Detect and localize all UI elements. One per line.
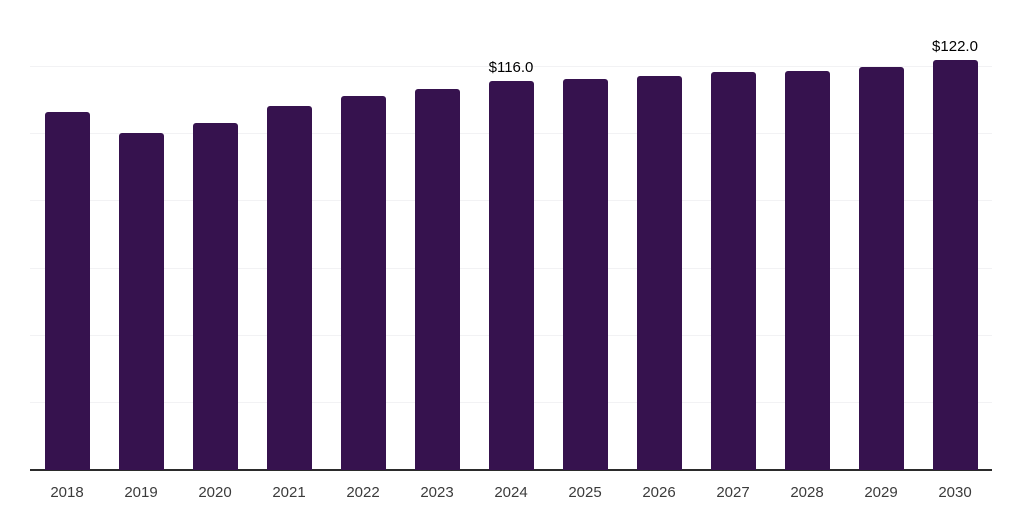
bar-2022 (340, 95, 386, 470)
gridline (30, 66, 992, 68)
bar-2025 (562, 78, 608, 470)
bar-2030 (932, 60, 978, 470)
bar-2029 (858, 67, 904, 470)
x-tick-label-2028: 2028 (790, 484, 824, 501)
x-tick-label-2030: 2030 (938, 484, 972, 501)
x-tick-label-2020: 2020 (198, 484, 232, 501)
bar-2028 (784, 70, 830, 470)
x-tick-label-2022: 2022 (346, 484, 380, 501)
bar-2026 (636, 75, 682, 470)
plot-area: $116.0 $122.0 (30, 0, 992, 471)
x-tick-label-2018: 2018 (50, 484, 84, 501)
x-tick-label-2023: 2023 (420, 484, 454, 501)
x-tick-label-2019: 2019 (124, 484, 158, 501)
data-label-2024: $116.0 (488, 58, 534, 76)
bar-2027 (710, 72, 756, 470)
x-tick-label-2027: 2027 (716, 484, 750, 501)
bar-2020 (192, 122, 238, 470)
data-label-2030: $122.0 (932, 38, 978, 56)
x-tick-label-2026: 2026 (642, 484, 676, 501)
bar-2023 (414, 88, 460, 470)
bar-2021 (266, 105, 312, 470)
bar-2019 (118, 132, 164, 470)
x-tick-label-2029: 2029 (864, 484, 898, 501)
x-tick-label-2024: 2024 (494, 484, 528, 501)
bar-2018 (44, 112, 90, 470)
x-tick-label-2025: 2025 (568, 484, 602, 501)
x-tick-label-2021: 2021 (272, 484, 306, 501)
bar-2024 (488, 80, 534, 470)
x-axis-line (30, 469, 992, 471)
